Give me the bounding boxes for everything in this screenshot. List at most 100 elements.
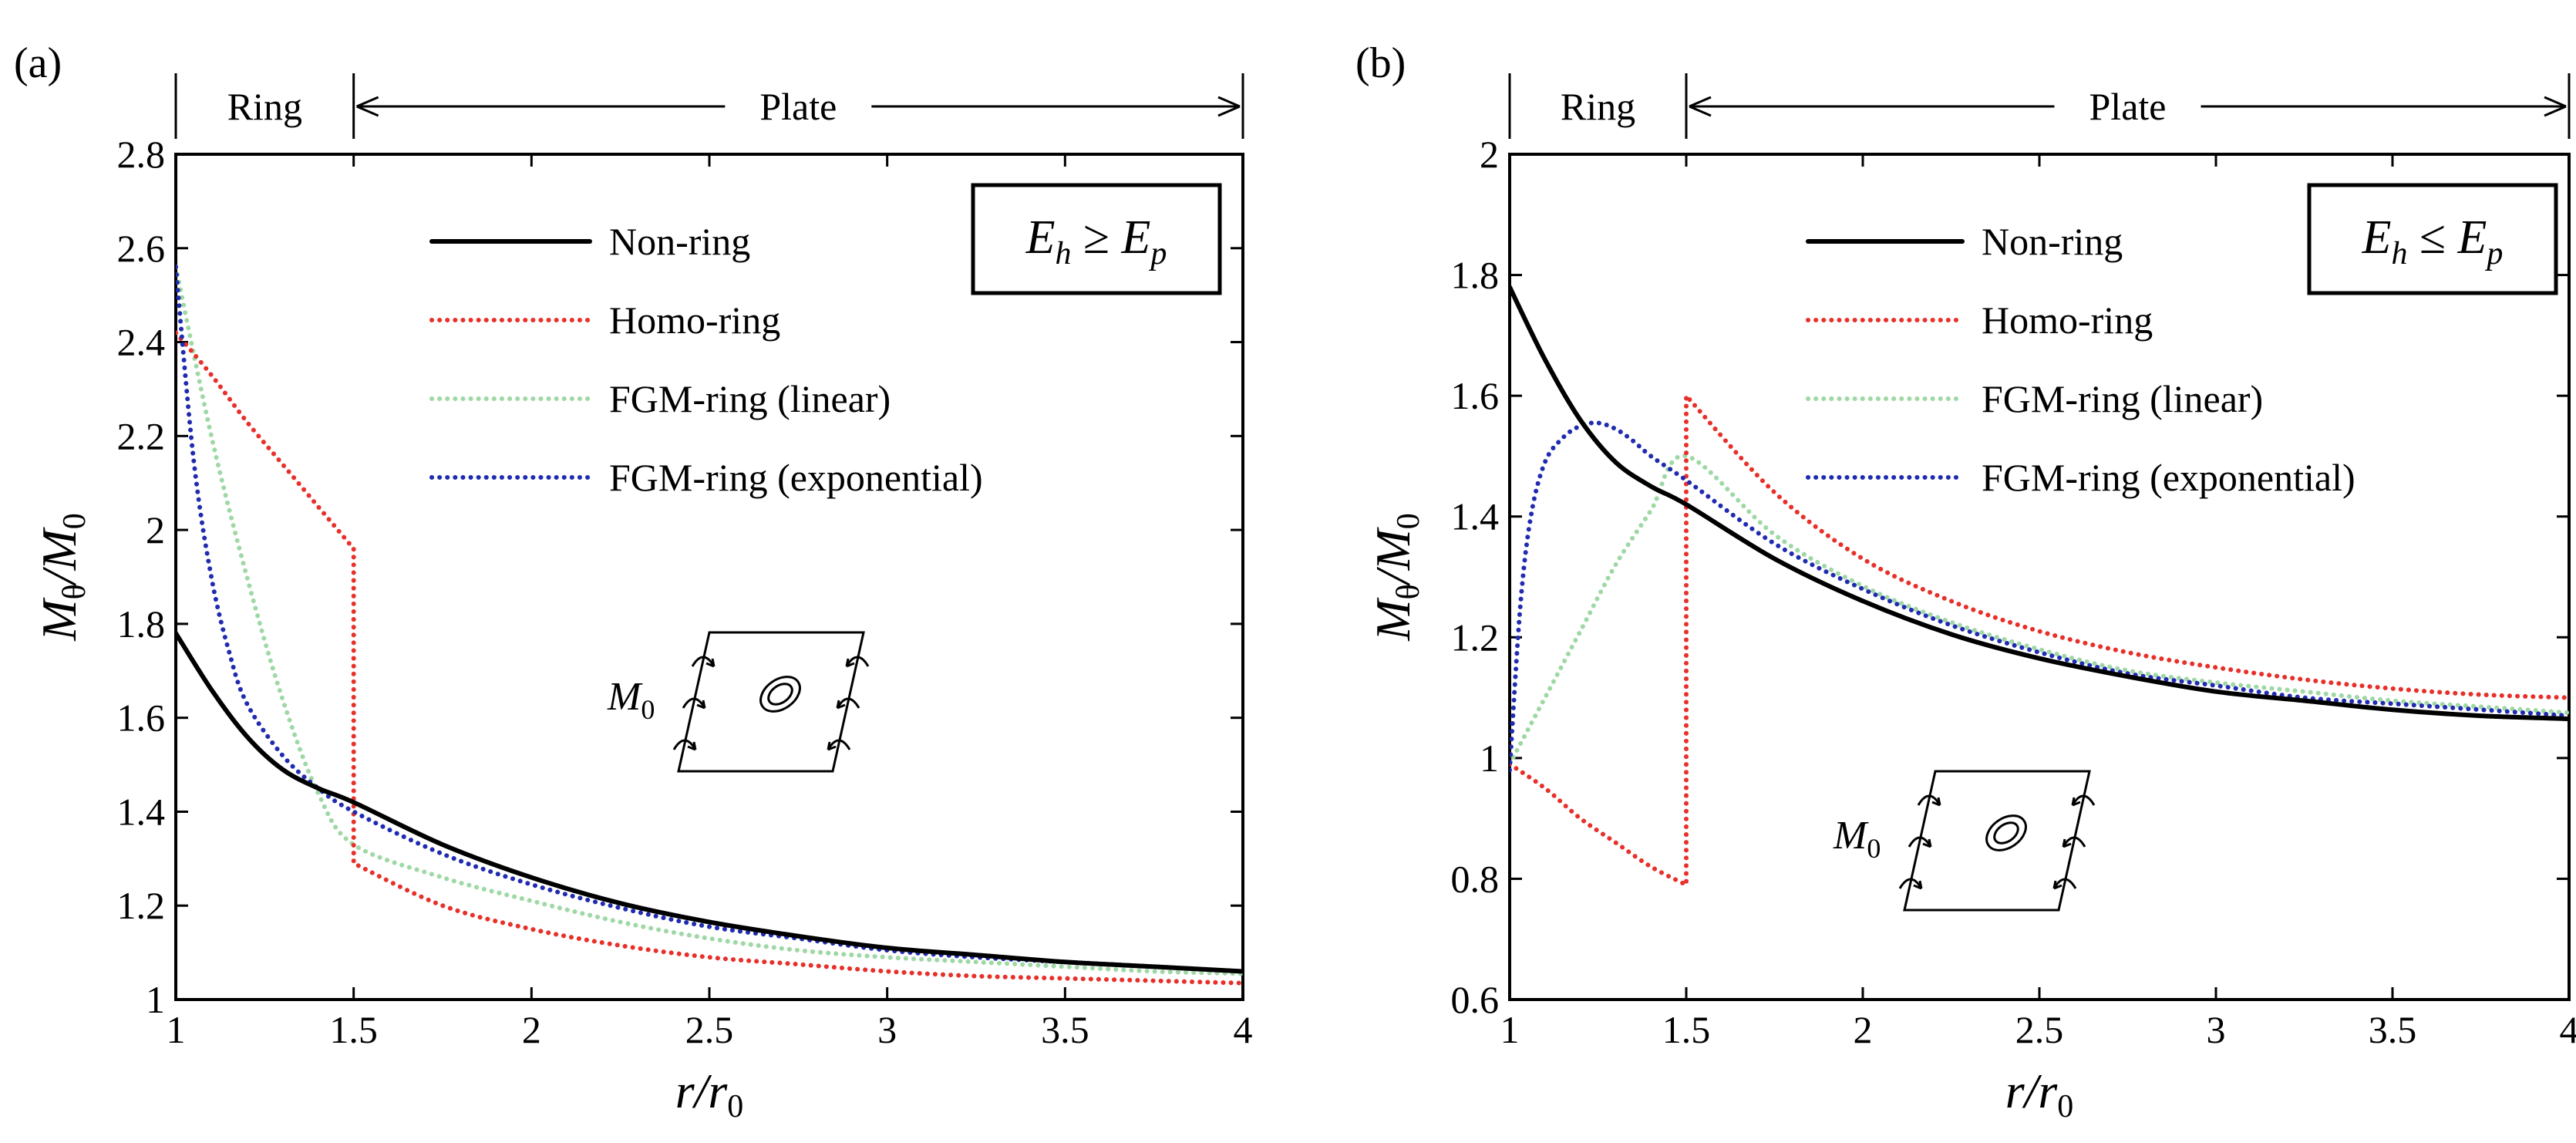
y-tick-label: 1.4 <box>117 790 166 833</box>
cond-left-sub: h <box>1055 236 1071 271</box>
moment-arrowhead-left <box>1931 797 1941 807</box>
x-tick-label: 1.5 <box>1662 1008 1711 1051</box>
y-tick-label: 1.8 <box>1451 254 1500 297</box>
chart-panel-1: (a) Ring Plate 1 1.5 2 2.5 3 3.5 4 1 1.2 1.4 1.6 1.8 2 2… <box>14 39 1253 1124</box>
x-label-main: r <box>2005 1064 2025 1118</box>
x-tick-label: 1.5 <box>329 1008 378 1051</box>
panel-label: (a) <box>14 39 62 87</box>
moment-arrow-right <box>836 697 860 709</box>
legend-label: Homo-ring <box>1982 298 2153 342</box>
series-line-non-ring <box>1510 285 2569 721</box>
series-line-fgm-ring-linear- <box>1510 453 2569 767</box>
moment-arrow-left <box>1917 794 1941 806</box>
y-tick-label: 2.4 <box>117 321 166 364</box>
y-tick-label: 1.2 <box>117 884 166 927</box>
x-tick-label: 3.5 <box>2369 1008 2417 1051</box>
legend-label: FGM-ring (linear) <box>609 377 891 420</box>
y-label-sub2: 0 <box>1391 513 1426 529</box>
legend-label: Homo-ring <box>609 298 780 342</box>
x-tick-label: 3 <box>2207 1008 2226 1051</box>
y-label-sub2: 0 <box>57 513 93 529</box>
region-label-plate: Plate <box>2089 85 2167 128</box>
y-label-main: M <box>1365 597 1420 642</box>
cond-right-sub: p <box>2484 236 2503 271</box>
inset-label-sub: 0 <box>1867 833 1881 864</box>
cond-left: E <box>1025 211 1056 264</box>
series-group <box>1510 285 2569 888</box>
moment-arrowhead-left <box>696 700 706 710</box>
series-line-homo-ring <box>1510 393 2569 888</box>
x-tick-label: 2.5 <box>2015 1008 2064 1051</box>
y-label-main2: M <box>1365 527 1420 572</box>
moment-arrow-left <box>1908 836 1932 848</box>
hole-inner-ring <box>1993 821 2019 845</box>
condition-text: Eh ≤ Ep <box>2362 211 2504 271</box>
hole-inner-ring <box>767 683 793 706</box>
arrowhead-right <box>1217 96 1241 117</box>
y-tick-label: 2 <box>1480 133 1499 176</box>
chart-panel-2: (b) Ring Plate 1 1.5 2 2.5 3 3.5 4 0.6 0.8 1 1.2 1.4 1.… <box>1355 39 2576 1124</box>
y-tick-label: 1 <box>146 978 165 1021</box>
x-label-main2: r <box>708 1064 728 1118</box>
arrowhead-left <box>356 96 379 117</box>
y-tick-label: 0.6 <box>1451 978 1500 1021</box>
hole-outer-ring <box>759 676 801 713</box>
legend-label: Non-ring <box>609 220 750 263</box>
plate-outline <box>1903 770 2091 912</box>
region-label-plate: Plate <box>759 85 837 128</box>
y-axis-label: Mθ/M0 <box>1365 513 1426 642</box>
inset-label-main: M <box>607 675 643 719</box>
y-axis-label: Mθ/M0 <box>32 513 93 642</box>
moment-arrow-left <box>691 656 716 667</box>
y-tick-label: 2.6 <box>117 227 166 270</box>
x-tick-label: 4 <box>1234 1008 1253 1051</box>
y-tick-label: 2.8 <box>117 133 166 176</box>
series-group <box>176 265 1243 986</box>
moment-arrowhead-left <box>687 741 697 751</box>
y-label-sub: θ <box>1391 584 1426 599</box>
region-label-ring: Ring <box>1561 85 1635 128</box>
region-label-ring: Ring <box>227 85 302 128</box>
arrowhead-left <box>1689 96 1712 117</box>
y-label-main: M <box>32 597 86 642</box>
moment-arrow-left <box>672 739 697 750</box>
arrowhead-right <box>2544 96 2567 117</box>
cond-left-sub: h <box>2391 236 2407 271</box>
series-line-fgm-ring-exponential- <box>1510 420 2569 773</box>
moment-arrowhead-right <box>845 658 855 668</box>
y-tick-label: 1.6 <box>117 696 166 740</box>
inset-label-sub: 0 <box>641 694 655 725</box>
x-label-sub: 0 <box>727 1089 743 1124</box>
condition-box <box>2307 183 2558 295</box>
x-label-main: r <box>675 1064 695 1118</box>
moment-arrowhead-right <box>827 741 837 751</box>
x-tick-label: 1 <box>1500 1008 1520 1051</box>
y-tick-label: 1.6 <box>1451 374 1500 417</box>
legend-label: FGM-ring (exponential) <box>609 456 983 499</box>
x-label-sub: 0 <box>2057 1089 2073 1124</box>
inset-moment-label: M0 <box>1833 814 1881 864</box>
series-line-fgm-ring-exponential- <box>176 265 1243 974</box>
moment-arrow-left <box>682 697 706 709</box>
x-label-main2: r <box>2038 1064 2058 1118</box>
x-tick-label: 1 <box>167 1008 186 1051</box>
y-tick-label: 1.8 <box>117 602 166 646</box>
legend-label: FGM-ring (exponential) <box>1982 456 2355 499</box>
x-tick-label: 4 <box>2560 1008 2576 1051</box>
moment-arrowhead-left <box>705 658 716 668</box>
x-tick-label: 2 <box>522 1008 541 1051</box>
y-tick-label: 0.8 <box>1451 857 1500 900</box>
series-line-fgm-ring-linear- <box>176 265 1243 976</box>
moment-arrowhead-right <box>2062 838 2072 848</box>
cond-right: E <box>2457 211 2487 264</box>
inset-schematic: M0 <box>1833 770 2096 912</box>
legend-label: FGM-ring (linear) <box>1982 377 2263 420</box>
x-tick-label: 3.5 <box>1041 1008 1089 1051</box>
moment-arrow-right <box>2062 836 2086 848</box>
y-tick-label: 1.2 <box>1451 615 1500 659</box>
condition-box <box>971 183 1222 295</box>
legend-label: Non-ring <box>1982 220 2123 263</box>
inset-label-main: M <box>1833 814 1869 858</box>
moment-arrow-right <box>2052 878 2077 889</box>
